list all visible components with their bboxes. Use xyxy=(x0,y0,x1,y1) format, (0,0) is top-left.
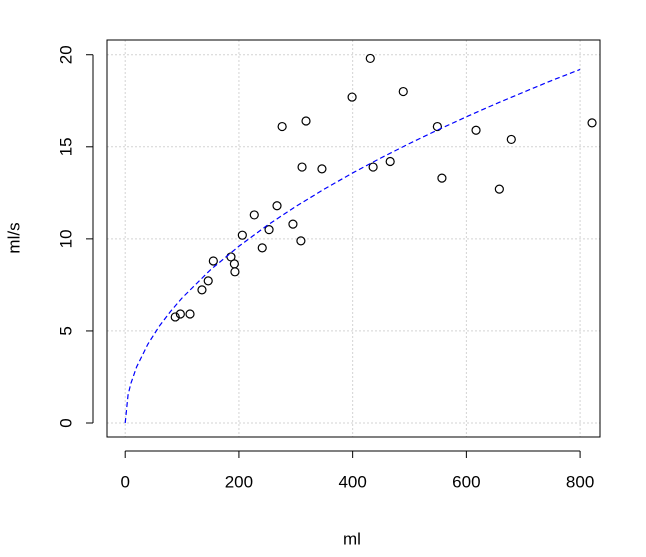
point xyxy=(237,230,247,240)
point xyxy=(277,121,287,132)
point xyxy=(203,276,213,286)
y-tick-label: 5 xyxy=(56,326,75,335)
point xyxy=(587,118,597,128)
plot-box xyxy=(106,39,601,438)
point xyxy=(301,116,311,126)
point xyxy=(365,53,375,64)
point xyxy=(170,312,180,322)
x-tick-label: 600 xyxy=(452,472,480,491)
x-tick-label: 0 xyxy=(120,472,129,491)
point xyxy=(296,236,306,246)
point xyxy=(432,121,442,132)
point xyxy=(368,162,378,172)
x-tick-label: 400 xyxy=(338,472,366,491)
y-tick-label: 20 xyxy=(56,45,75,64)
point xyxy=(317,164,327,174)
point xyxy=(208,256,218,266)
point xyxy=(385,156,395,167)
point xyxy=(272,201,282,211)
point xyxy=(230,267,240,277)
y-axis-title: ml/s xyxy=(4,222,23,253)
point xyxy=(437,173,447,183)
point xyxy=(506,134,516,145)
point xyxy=(185,309,195,319)
point xyxy=(264,225,274,235)
point xyxy=(347,92,357,102)
x-axis-title: ml xyxy=(343,529,361,548)
point xyxy=(197,285,207,295)
point xyxy=(257,243,267,253)
point xyxy=(249,210,259,220)
y-tick-label: 15 xyxy=(56,137,75,156)
y-tick-label: 10 xyxy=(56,229,75,248)
point xyxy=(398,86,408,97)
point xyxy=(297,162,307,172)
x-tick-label: 800 xyxy=(566,472,594,491)
point xyxy=(175,309,185,319)
point xyxy=(229,259,239,269)
x-tick-label: 200 xyxy=(225,472,253,491)
point xyxy=(494,184,504,194)
y-tick-label: 0 xyxy=(56,418,75,427)
point xyxy=(471,125,481,135)
point xyxy=(288,219,298,229)
